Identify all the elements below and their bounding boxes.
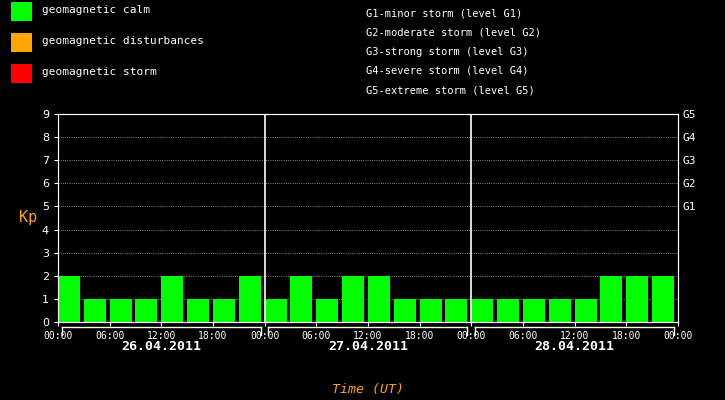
Bar xyxy=(626,276,648,322)
Bar xyxy=(420,299,442,322)
Text: geomagnetic storm: geomagnetic storm xyxy=(42,67,157,77)
Bar xyxy=(497,299,519,322)
Text: geomagnetic calm: geomagnetic calm xyxy=(42,5,150,15)
Bar xyxy=(11,64,32,83)
Bar xyxy=(161,276,183,322)
Bar xyxy=(187,299,209,322)
Bar xyxy=(549,299,571,322)
Bar xyxy=(291,276,312,322)
Y-axis label: Kp: Kp xyxy=(19,210,37,226)
Bar xyxy=(84,299,106,322)
Bar xyxy=(471,299,493,322)
Text: geomagnetic disturbances: geomagnetic disturbances xyxy=(42,36,204,46)
Bar xyxy=(11,2,32,21)
Bar xyxy=(445,299,468,322)
Bar xyxy=(394,299,415,322)
Text: Time (UT): Time (UT) xyxy=(332,383,404,396)
Bar xyxy=(239,276,261,322)
Text: 28.04.2011: 28.04.2011 xyxy=(534,340,615,354)
Bar xyxy=(136,299,157,322)
Bar xyxy=(523,299,545,322)
Text: G3-strong storm (level G3): G3-strong storm (level G3) xyxy=(366,46,529,56)
Text: G4-severe storm (level G4): G4-severe storm (level G4) xyxy=(366,66,529,76)
Bar xyxy=(652,276,674,322)
Text: 26.04.2011: 26.04.2011 xyxy=(121,340,202,354)
Bar xyxy=(109,299,132,322)
Text: G1-minor storm (level G1): G1-minor storm (level G1) xyxy=(366,8,522,18)
Bar xyxy=(368,276,390,322)
Text: 27.04.2011: 27.04.2011 xyxy=(328,340,408,354)
Bar xyxy=(342,276,364,322)
Bar xyxy=(58,276,80,322)
Bar xyxy=(600,276,622,322)
Text: G5-extreme storm (level G5): G5-extreme storm (level G5) xyxy=(366,85,535,95)
Bar xyxy=(316,299,339,322)
Text: G2-moderate storm (level G2): G2-moderate storm (level G2) xyxy=(366,27,541,37)
Bar xyxy=(11,33,32,52)
Bar xyxy=(574,299,597,322)
Bar xyxy=(265,299,286,322)
Bar xyxy=(213,299,235,322)
